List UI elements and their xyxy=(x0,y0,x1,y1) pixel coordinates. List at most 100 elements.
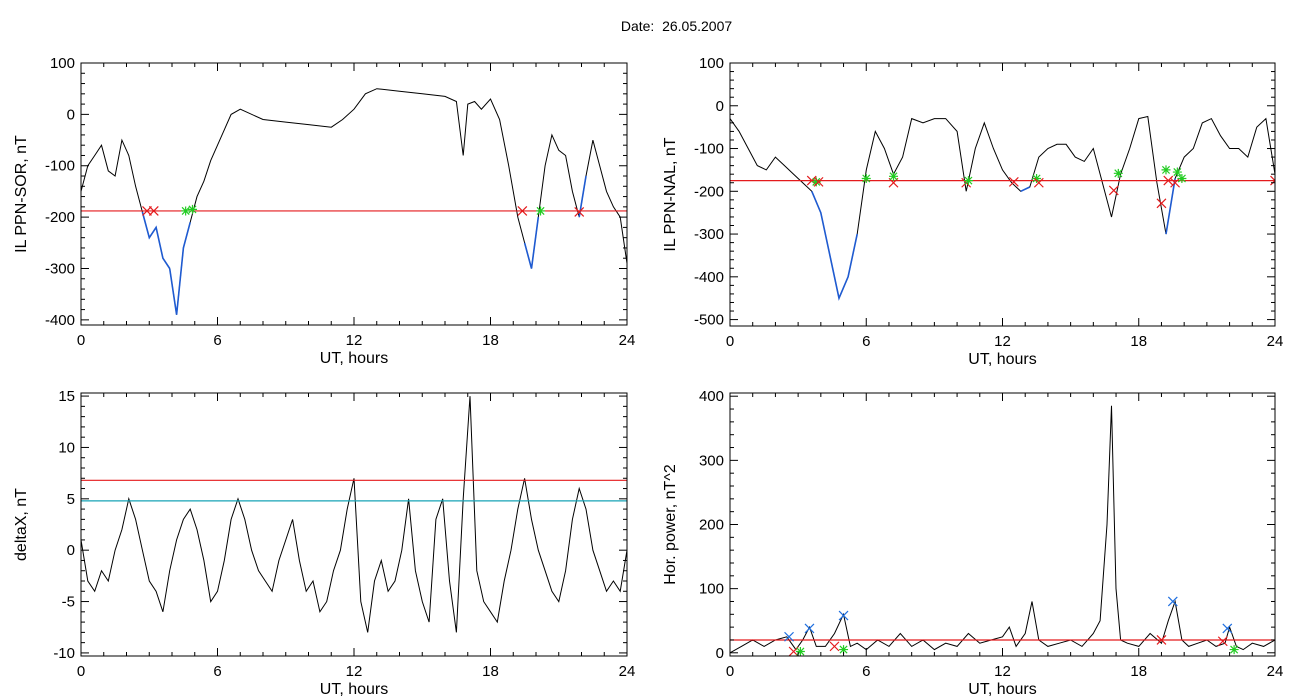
y-tick-label: 0 xyxy=(716,645,724,662)
panel-2: 0 6 12 18 24 100 0 -100 -200 -300 -400 -500 UT, hour… xyxy=(662,55,1283,368)
x-axis-label: UT, hours xyxy=(320,350,388,367)
x-tick-label: 18 xyxy=(1130,663,1147,680)
end-marker xyxy=(1161,165,1171,175)
peak-marker xyxy=(784,631,794,642)
x-tick-label: 0 xyxy=(77,332,85,349)
event-segment xyxy=(811,190,858,301)
plot-area xyxy=(730,405,1275,656)
x-axis-label: UT, hours xyxy=(968,351,1036,368)
series-line xyxy=(81,88,627,315)
y-tick-label: -300 xyxy=(694,226,724,243)
start-marker xyxy=(574,207,585,217)
x-tick-label: 0 xyxy=(726,663,734,680)
y-tick-label: 15 xyxy=(58,388,75,405)
end-marker xyxy=(181,206,191,216)
y-tick-label: 5 xyxy=(67,491,75,508)
y-tick-label: 100 xyxy=(50,55,75,72)
plot-area xyxy=(81,396,627,633)
start-marker xyxy=(829,641,840,652)
peak-marker xyxy=(838,610,849,621)
x-tick-label: 18 xyxy=(1130,333,1147,350)
event-segment xyxy=(168,222,191,315)
x-tick-label: 18 xyxy=(482,663,499,680)
peak-marker xyxy=(804,623,815,634)
y-tick-label: 100 xyxy=(699,55,724,72)
x-tick-label: 24 xyxy=(1267,333,1284,350)
start-marker xyxy=(1163,175,1174,186)
x-tick-label: 24 xyxy=(1267,663,1284,680)
panel-4: 0 6 12 18 24 400 300 200 100 0 UT, hours Hor. power… xyxy=(662,388,1283,698)
start-marker xyxy=(1170,177,1181,188)
end-marker xyxy=(187,204,197,214)
y-tick-label: -300 xyxy=(45,260,75,277)
y-tick-label: 0 xyxy=(67,542,75,559)
start-marker xyxy=(1217,636,1228,647)
end-marker xyxy=(1172,167,1182,177)
event-segment xyxy=(141,211,171,269)
y-tick-label: 300 xyxy=(699,452,724,469)
plot-frame xyxy=(80,62,628,326)
peak-marker xyxy=(1167,596,1178,607)
end-marker xyxy=(839,645,849,655)
x-tick-label: 12 xyxy=(994,333,1011,350)
event-segment xyxy=(1020,186,1031,193)
y-tick-label: -400 xyxy=(45,312,75,329)
x-tick-label: 6 xyxy=(213,663,221,680)
start-marker xyxy=(1108,185,1119,196)
y-tick-label: -100 xyxy=(694,141,724,158)
start-marker xyxy=(1156,198,1167,209)
y-axis-label: deltaX, nT xyxy=(13,488,30,561)
end-marker xyxy=(861,173,871,183)
plot-area xyxy=(81,88,627,315)
start-marker xyxy=(1033,177,1044,188)
start-marker xyxy=(1156,635,1167,645)
plot-frame xyxy=(80,392,628,657)
x-tick-label: 0 xyxy=(726,333,734,350)
x-tick-label: 12 xyxy=(346,663,363,680)
x-tick-label: 6 xyxy=(213,332,221,349)
end-marker xyxy=(1032,173,1042,183)
x-tick-label: 12 xyxy=(994,663,1011,680)
peak-marker xyxy=(1222,623,1233,634)
x-tick-label: 6 xyxy=(862,333,870,350)
y-tick-label: -5 xyxy=(62,594,75,611)
x-tick-label: 24 xyxy=(619,663,636,680)
y-tick-label: -200 xyxy=(45,209,75,226)
date-label: Date: xyxy=(620,18,655,34)
series-line xyxy=(730,115,1275,300)
y-tick-label: -200 xyxy=(694,183,724,200)
chart-title: Date: 26.05.2007 xyxy=(0,18,1300,34)
y-tick-label: -400 xyxy=(694,269,724,286)
y-axis-label: IL PPN-SOR, nT xyxy=(13,135,30,253)
y-tick-label: 100 xyxy=(699,581,724,598)
start-marker xyxy=(1008,176,1019,187)
start-marker xyxy=(517,206,528,216)
y-tick-label: 200 xyxy=(699,517,724,534)
x-tick-label: 6 xyxy=(862,663,870,680)
panel-3: 0 6 12 18 24 15 10 5 0 -5 -10 UT, hours deltaX, nT xyxy=(13,388,635,698)
y-tick-label: 0 xyxy=(716,98,724,115)
start-marker xyxy=(813,176,824,187)
end-marker xyxy=(1229,645,1239,655)
plot-frame xyxy=(729,392,1276,657)
y-tick-label: 10 xyxy=(58,439,75,456)
x-tick-label: 24 xyxy=(619,332,636,349)
x-axis-label: UT, hours xyxy=(968,681,1036,698)
x-tick-label: 18 xyxy=(482,332,499,349)
end-marker xyxy=(889,171,898,181)
event-segment xyxy=(1165,178,1176,235)
event-segment xyxy=(523,216,540,269)
series-line xyxy=(81,396,627,633)
start-marker xyxy=(1270,175,1275,186)
x-tick-label: 0 xyxy=(77,663,85,680)
x-axis-label: UT, hours xyxy=(320,681,388,698)
panel-1: 0 6 12 18 24 100 0 -100 -200 -300 -400 UT, hours IL … xyxy=(13,55,635,367)
series-line xyxy=(730,405,1275,654)
plot-area xyxy=(730,115,1275,301)
y-tick-label: 0 xyxy=(67,106,75,123)
x-tick-label: 12 xyxy=(346,332,363,349)
end-marker xyxy=(811,177,821,187)
end-marker xyxy=(1177,173,1187,183)
end-marker xyxy=(1113,168,1123,178)
